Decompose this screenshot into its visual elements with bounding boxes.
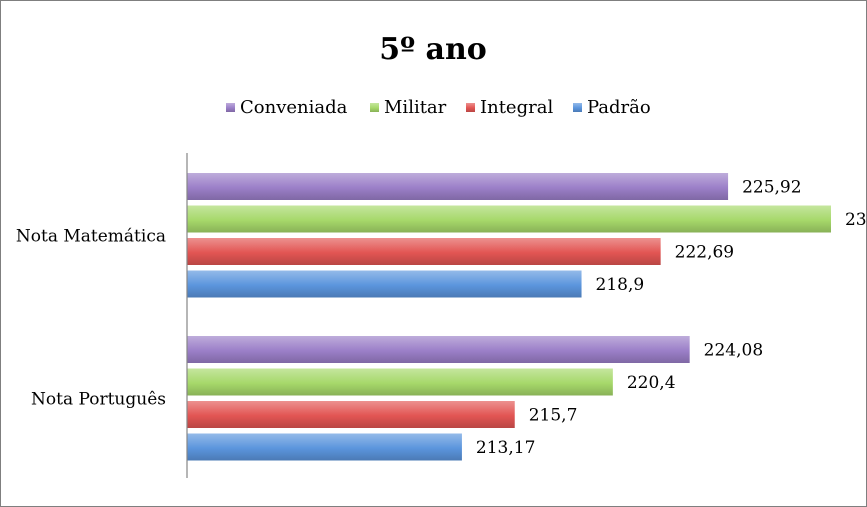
category-label-0: Nota Matemática (16, 226, 166, 246)
bar-1-0 (187, 336, 690, 363)
legend-swatch-2 (466, 103, 475, 112)
bar-0-0 (187, 173, 729, 200)
bars (187, 173, 831, 461)
data-label-0-1: 230,85 (845, 210, 867, 230)
legend-label-2: Integral (480, 97, 553, 118)
category-label-1: Nota Português (31, 389, 166, 409)
bar-1-3 (187, 433, 462, 461)
bar-1-1 (187, 368, 613, 396)
bar-0-2 (187, 238, 661, 265)
data-label-1-3: 213,17 (476, 438, 535, 458)
data-label-1-1: 220,4 (627, 373, 676, 393)
legend-label-0: Conveniada (240, 97, 348, 118)
bar-0-1 (187, 205, 831, 233)
data-label-0-0: 225,92 (742, 178, 801, 198)
category-labels: Nota Matemática Nota Português (16, 226, 166, 409)
legend-label-3: Padrão (587, 97, 651, 118)
legend: Conveniada Militar Integral Padrão (226, 97, 651, 118)
chart-title: 5º ano (379, 32, 487, 67)
legend-label-1: Militar (384, 97, 447, 118)
legend-swatch-1 (370, 103, 379, 112)
data-labels: 225,92 230,85 222,69 218,9 224,08 220,4 215,7 2… (476, 178, 867, 459)
bar-1-2 (187, 401, 515, 428)
legend-swatch-0 (226, 103, 235, 112)
data-label-0-3: 218,9 (596, 275, 645, 295)
data-label-1-2: 215,7 (529, 406, 578, 426)
data-label-1-0: 224,08 (704, 341, 763, 361)
legend-swatch-3 (573, 103, 582, 112)
data-label-0-2: 222,69 (675, 243, 734, 263)
bar-0-3 (187, 270, 582, 298)
